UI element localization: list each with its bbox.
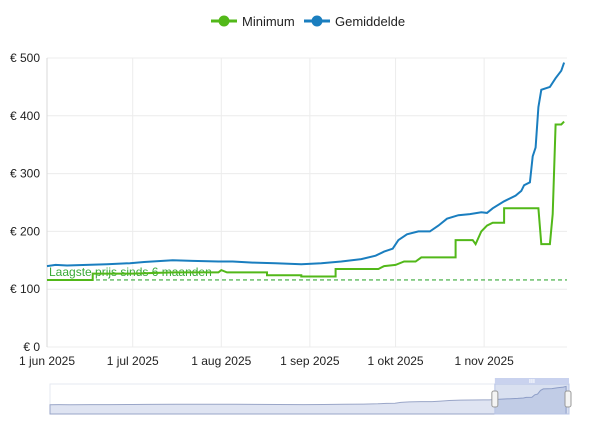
x-tick-label: 1 sep 2025 <box>280 354 340 368</box>
y-tick-label: € 500 <box>10 51 40 65</box>
chart-legend: Minimum Gemiddelde <box>211 14 405 29</box>
y-tick-label: € 100 <box>10 282 40 296</box>
navigator-series-area <box>49 385 567 415</box>
x-tick-label: 1 jul 2025 <box>107 354 159 368</box>
navigator-grip-icon <box>529 379 535 383</box>
y-tick-label: € 200 <box>10 224 40 238</box>
x-tick-label: 1 jun 2025 <box>19 354 75 368</box>
series-line-minimum[interactable] <box>47 120 565 281</box>
navigator-handle-right[interactable] <box>564 390 572 408</box>
x-tick-label: 1 aug 2025 <box>191 354 251 368</box>
legend-item-gemiddelde[interactable]: Gemiddelde <box>304 14 405 29</box>
y-tick-label: € 0 <box>23 340 40 354</box>
legend-label-minimum: Minimum <box>242 14 295 29</box>
series-line-gemiddelde[interactable] <box>46 62 566 268</box>
range-navigator[interactable] <box>49 378 572 415</box>
y-tick-label: € 300 <box>10 167 40 181</box>
legend-item-minimum[interactable]: Minimum <box>211 14 295 29</box>
x-tick-label: 1 nov 2025 <box>454 354 514 368</box>
legend-minimum-marker <box>218 15 230 27</box>
x-axis: 1 jun 2025 1 jul 2025 1 aug 2025 1 sep 2025… <box>19 58 514 368</box>
navigator-selection[interactable] <box>494 383 570 415</box>
legend-label-gemiddelde: Gemiddelde <box>335 14 405 29</box>
reference-line-label: Laagste prijs sinds 6 maanden <box>49 265 212 279</box>
y-axis: € 0 € 100 € 200 € 300 € 400 € 500 <box>10 51 40 354</box>
lowest-price-reference: Laagste prijs sinds 6 maanden <box>47 265 567 281</box>
y-tick-label: € 400 <box>10 109 40 123</box>
x-tick-label: 1 okt 2025 <box>368 354 424 368</box>
navigator-handle-left[interactable] <box>491 390 499 408</box>
chart-grid <box>46 57 567 348</box>
legend-gemiddelde-marker <box>311 15 323 27</box>
chart-series <box>46 62 566 281</box>
